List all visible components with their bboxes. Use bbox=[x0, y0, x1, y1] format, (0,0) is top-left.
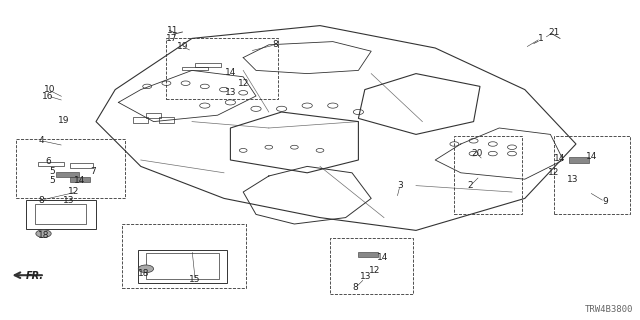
Text: 14: 14 bbox=[74, 176, 86, 185]
Text: 8: 8 bbox=[273, 40, 278, 49]
Text: 3: 3 bbox=[397, 181, 403, 190]
Text: 13: 13 bbox=[360, 272, 372, 281]
Text: 5: 5 bbox=[50, 167, 55, 176]
Polygon shape bbox=[569, 157, 589, 163]
Text: 14: 14 bbox=[225, 68, 236, 76]
Text: FR.: FR. bbox=[26, 271, 44, 281]
Text: 14: 14 bbox=[377, 253, 388, 262]
Text: 12: 12 bbox=[548, 168, 559, 177]
Text: 17: 17 bbox=[166, 34, 177, 43]
Text: 13: 13 bbox=[225, 88, 236, 97]
Text: 14: 14 bbox=[554, 154, 566, 163]
Polygon shape bbox=[56, 172, 79, 177]
Text: 19: 19 bbox=[58, 116, 70, 124]
Text: 7: 7 bbox=[90, 167, 95, 176]
Circle shape bbox=[36, 230, 51, 237]
Text: 15: 15 bbox=[189, 276, 201, 284]
Text: 13: 13 bbox=[567, 175, 579, 184]
Text: 20: 20 bbox=[471, 149, 483, 158]
Text: 6: 6 bbox=[45, 157, 51, 166]
Text: 4: 4 bbox=[39, 136, 44, 145]
Text: 19: 19 bbox=[177, 42, 188, 51]
Text: 1: 1 bbox=[538, 34, 543, 43]
Text: 12: 12 bbox=[369, 266, 380, 275]
Text: 5: 5 bbox=[50, 176, 55, 185]
Text: 18: 18 bbox=[138, 269, 150, 278]
Text: 21: 21 bbox=[548, 28, 559, 36]
Text: 9: 9 bbox=[602, 197, 607, 206]
Text: 8: 8 bbox=[39, 196, 44, 204]
Text: 18: 18 bbox=[38, 231, 49, 240]
Polygon shape bbox=[70, 177, 90, 182]
Text: 8: 8 bbox=[353, 284, 358, 292]
Text: 11: 11 bbox=[167, 26, 179, 35]
Text: 16: 16 bbox=[42, 92, 54, 100]
Text: 13: 13 bbox=[63, 196, 75, 204]
Polygon shape bbox=[358, 252, 378, 257]
Text: 10: 10 bbox=[44, 85, 56, 94]
Circle shape bbox=[138, 265, 154, 273]
Text: TRW4B3800: TRW4B3800 bbox=[585, 305, 634, 314]
Text: 2: 2 bbox=[468, 181, 473, 190]
Text: 12: 12 bbox=[237, 79, 249, 88]
Text: 12: 12 bbox=[68, 188, 79, 196]
Text: 14: 14 bbox=[586, 152, 598, 161]
